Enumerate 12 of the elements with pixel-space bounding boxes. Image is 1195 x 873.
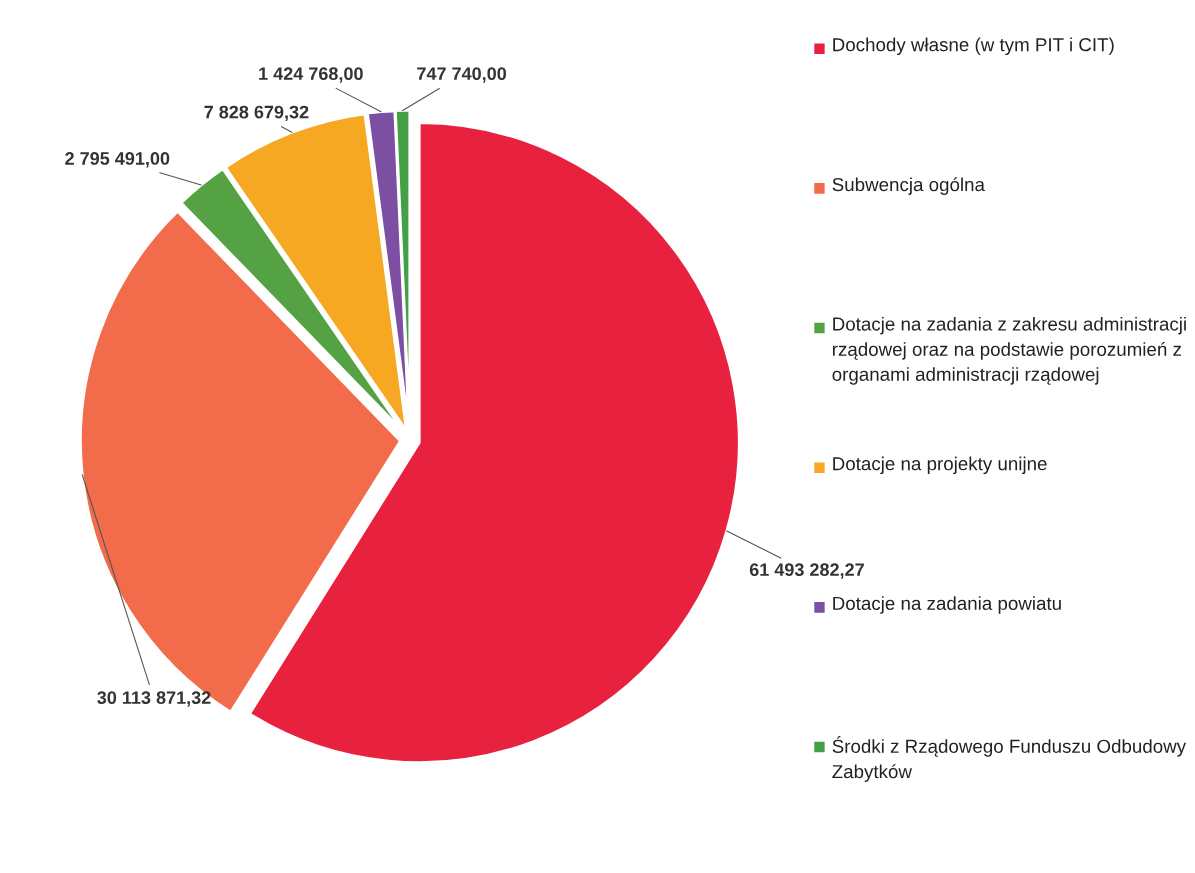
legend-label: Dotacje na projekty unijne [833,456,1047,475]
legend-label: Dochody własne (w tym PIT i CIT) [833,37,1114,56]
data-label: 7 828 679,32 [204,105,309,122]
legend-label: Subwencja ogólna [832,177,985,195]
legend-label: Dotacje na zadania powiatu [833,596,1061,614]
data-label: 2 795 491,00 [65,152,170,168]
data-label: 61 493 282,27 [749,563,864,579]
data-label: 747 740,00 [417,67,507,83]
data-label: 1 424 768,00 [259,67,363,83]
legend-label: Dotacje na zadania z zakresu administracji rządowej oraz na podstawie porozumień z organami administracji rządowej [832,316,1186,385]
data-label: 30 113 871,32 [97,691,211,707]
legend-label: Środki z Rządowego Funduszu Odbudowy Zabytków [832,735,1187,782]
